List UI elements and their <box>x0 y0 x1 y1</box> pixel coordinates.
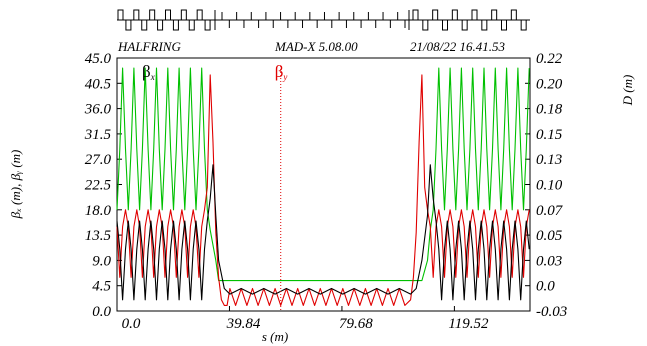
run-datetime: 21/08/22 16.41.53 <box>410 39 505 54</box>
y-left-tick-label: 27.0 <box>85 152 112 168</box>
y-axis-right-label: D (m) <box>620 75 635 107</box>
x-tick-label: 79.68 <box>339 316 373 332</box>
program-version: MAD-X 5.08.00 <box>274 39 358 54</box>
y-left-tick-label: 9.0 <box>92 253 111 269</box>
lattice-diagram <box>117 9 530 31</box>
lattice-element <box>461 19 468 31</box>
x-tick-label: 0.0 <box>122 316 141 332</box>
y-right-tick-label: 0.0 <box>536 279 555 295</box>
y-left-tick-label: 22.5 <box>85 178 112 194</box>
lattice-element <box>442 19 448 31</box>
lattice-element <box>149 9 156 21</box>
lattice-element <box>204 19 211 31</box>
lattice-element <box>117 9 124 21</box>
y-left-tick-label: 0.0 <box>92 304 111 320</box>
legend-entry: βy <box>275 62 288 82</box>
lattice-element <box>133 9 140 21</box>
lattice-element <box>165 9 171 21</box>
x-tick-label: 39.84 <box>226 316 261 332</box>
y-left-tick-label: 31.5 <box>84 127 112 143</box>
y-left-tick-label: 36.0 <box>84 102 112 118</box>
lattice-element <box>141 19 148 31</box>
y-right-tick-label: 0.15 <box>536 127 563 143</box>
lattice-element <box>422 19 429 31</box>
lattice-element <box>451 9 458 21</box>
lattice-element <box>196 9 203 21</box>
lattice-element <box>491 9 498 21</box>
series-line-D <box>116 67 530 282</box>
lattice-element <box>471 9 478 21</box>
legend-entry: βx <box>142 62 155 82</box>
y-left-tick-label: 18.0 <box>85 203 112 219</box>
y-right-tick-label: 0.13 <box>536 152 562 168</box>
lattice-element <box>432 9 439 21</box>
y-left-tick-label: 13.5 <box>85 228 112 244</box>
lattice-element <box>125 19 132 31</box>
y-right-tick-label: 0.10 <box>536 178 563 194</box>
lattice-element <box>188 19 195 31</box>
y-right-tick-label: 0.20 <box>536 76 563 92</box>
plot-title: HALFRING <box>117 39 181 54</box>
lattice-element <box>510 9 517 21</box>
lattice-element <box>481 19 488 31</box>
lattice-element <box>412 9 419 21</box>
y-right-tick-label: 0.03 <box>536 253 562 269</box>
legend-subscript: x <box>150 72 155 82</box>
y-axis-left-label: βₓ (m), βᵧ (m) <box>8 150 23 220</box>
y-left-tick-label: 4.5 <box>92 279 111 295</box>
lattice-element <box>180 9 187 21</box>
lattice-element <box>157 19 164 31</box>
x-tick-label: 119.52 <box>448 316 489 332</box>
y-right-tick-label: 0.22 <box>536 51 563 67</box>
y-right-tick-label: 0.18 <box>536 102 563 118</box>
series-line-βx <box>116 164 530 301</box>
x-axis-label: s (m) <box>262 329 288 344</box>
series-line-βy <box>116 74 530 306</box>
lattice-element <box>520 19 527 31</box>
legend-subscript: y <box>282 72 287 82</box>
y-left-tick-label: 45.0 <box>85 51 112 67</box>
y-right-tick-label: 0.07 <box>536 203 564 219</box>
y-right-tick-label: 0.05 <box>536 228 563 244</box>
y-left-tick-label: 40.5 <box>85 76 112 92</box>
y-right-tick-label: -0.03 <box>536 304 567 320</box>
lattice-element <box>172 19 179 31</box>
lattice-element <box>501 19 507 31</box>
